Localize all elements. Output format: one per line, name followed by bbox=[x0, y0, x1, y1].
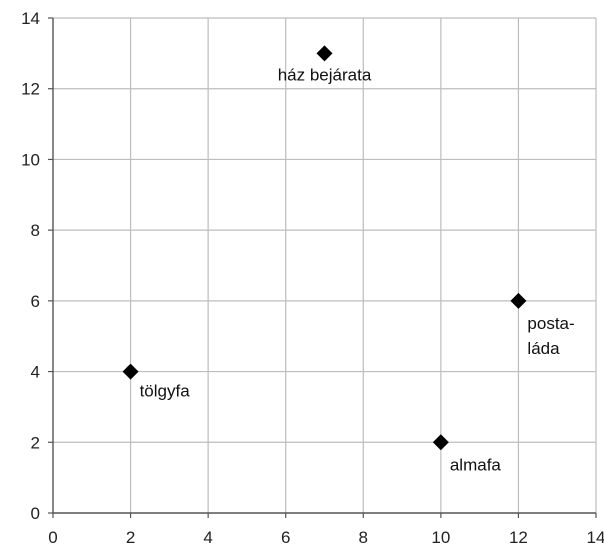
y-tick-label: 2 bbox=[31, 433, 40, 452]
data-point-label: tölgyfa bbox=[140, 382, 191, 401]
data-point-label: almafa bbox=[450, 455, 502, 474]
x-tick-label: 0 bbox=[48, 528, 57, 547]
y-tick-label: 6 bbox=[31, 292, 40, 311]
grid bbox=[53, 17, 597, 513]
axes bbox=[48, 17, 597, 518]
data-point-label: posta- bbox=[527, 314, 574, 333]
y-tick-label: 12 bbox=[21, 80, 40, 99]
x-tick-label: 2 bbox=[126, 528, 135, 547]
x-tick-label: 12 bbox=[509, 528, 528, 547]
y-tick-label: 10 bbox=[21, 150, 40, 169]
x-tick-label: 14 bbox=[587, 528, 604, 547]
point-labels: ház bejárata tölgyfa posta-láda almafa bbox=[140, 65, 575, 474]
y-tick-label: 4 bbox=[31, 363, 40, 382]
data-point-label: láda bbox=[527, 339, 560, 358]
x-tick-label: 8 bbox=[359, 528, 368, 547]
x-tick-label: 10 bbox=[431, 528, 450, 547]
data-points bbox=[122, 45, 527, 451]
x-tick-label: 4 bbox=[203, 528, 212, 547]
data-point-marker bbox=[510, 292, 527, 309]
y-tick-label: 14 bbox=[21, 9, 40, 28]
x-tick-label: 6 bbox=[281, 528, 290, 547]
y-tick-label: 8 bbox=[31, 221, 40, 240]
tick-labels: 0 2 4 6 8 10 12 14 0 2 4 6 8 10 12 14 bbox=[21, 9, 604, 547]
data-point-marker bbox=[432, 434, 449, 451]
data-point-marker bbox=[316, 45, 333, 62]
data-point-label: ház bejárata bbox=[278, 65, 372, 84]
y-tick-label: 0 bbox=[31, 504, 40, 523]
data-point-marker bbox=[122, 363, 139, 380]
